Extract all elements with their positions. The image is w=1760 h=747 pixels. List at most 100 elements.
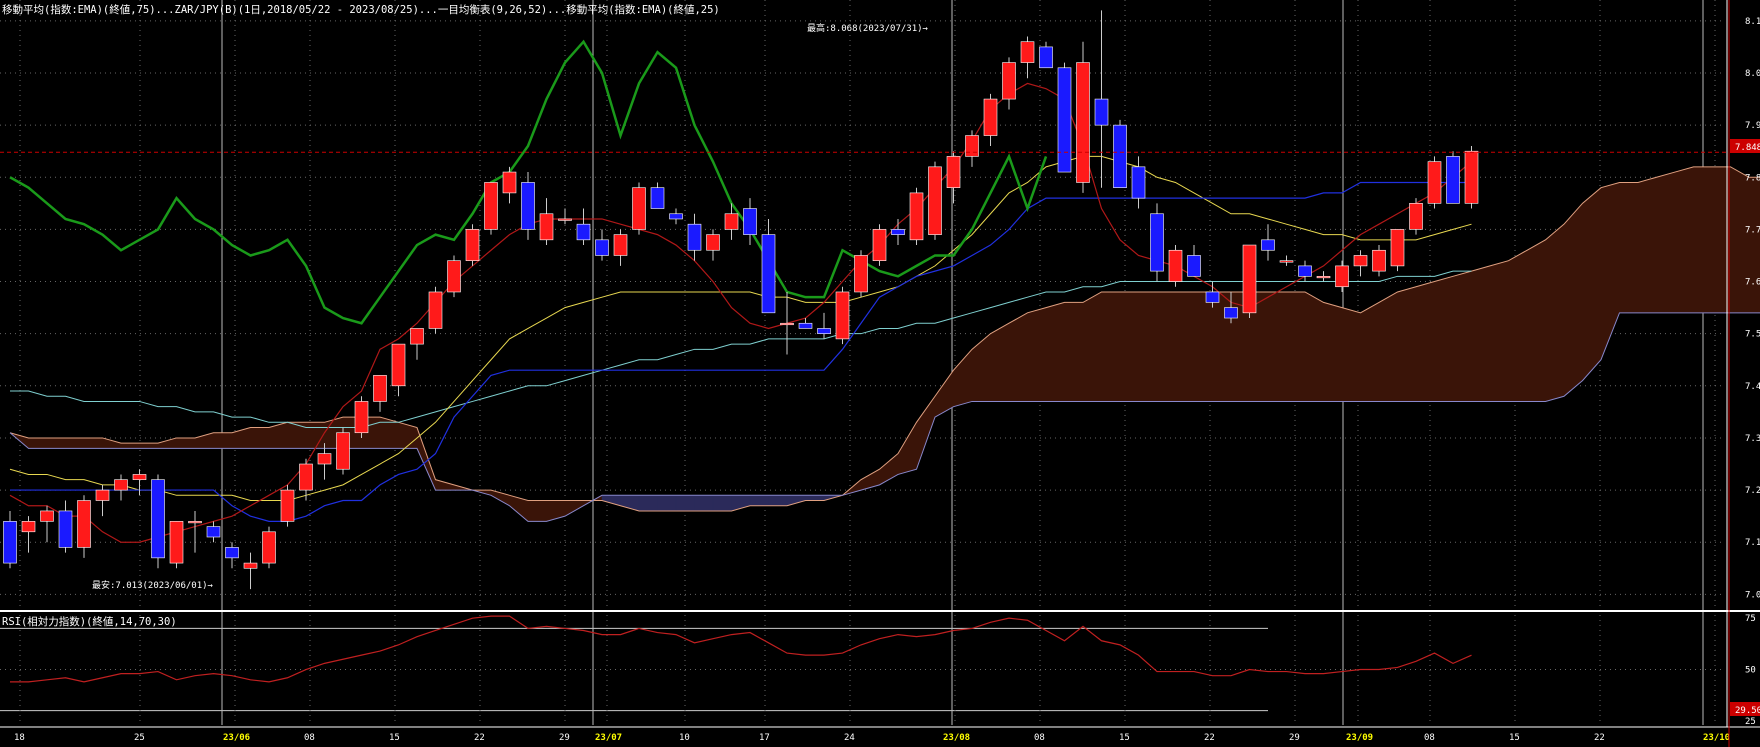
- candle-body: [502, 171, 517, 194]
- cloud-segment: [990, 322, 1010, 402]
- cloud-segment: [934, 369, 954, 418]
- y-tick-label: 8.0: [1745, 69, 1760, 79]
- cloud-segment: [1452, 270, 1472, 402]
- x-tick-label: 23/08: [943, 733, 970, 743]
- x-tick-label: 22: [1594, 733, 1605, 743]
- cloud-segment: [860, 468, 880, 491]
- chart-header: 移動平均(指数:EMA)(終値,75)...ZAR/JPY(B)(1日,2018…: [2, 3, 720, 16]
- cloud-segment: [305, 422, 325, 449]
- candle-body: [225, 547, 239, 559]
- current-price-tag: [1730, 139, 1760, 153]
- candle-body: [280, 489, 295, 522]
- candle-body: [206, 526, 221, 538]
- candle-body: [1131, 166, 1146, 199]
- candle-body: [428, 291, 443, 329]
- candle-body: [1150, 213, 1164, 272]
- x-tick-label: 08: [1034, 733, 1045, 743]
- candle-body: [40, 510, 54, 522]
- candle-body: [132, 474, 147, 480]
- candle-body: [558, 218, 572, 221]
- y-tick-label: 7.4: [1745, 382, 1760, 392]
- candle-body: [1464, 150, 1479, 204]
- candle-body: [188, 521, 202, 524]
- x-tick-label: 22: [1204, 733, 1215, 743]
- senkou-span-b-line: [9, 312, 1760, 522]
- candle-body: [1261, 239, 1275, 251]
- cloud-segment: [1748, 177, 1760, 314]
- y-tick-label: 7.8: [1745, 173, 1760, 183]
- cloud-segment: [1156, 291, 1176, 402]
- chikou-span-line: [9, 39, 1048, 325]
- candle-body: [21, 521, 36, 533]
- candle-body: [1039, 46, 1053, 69]
- cloud-segment: [1674, 166, 1694, 314]
- candle-body: [1372, 249, 1386, 272]
- y-tick-label: 7.7: [1745, 225, 1760, 235]
- cloud-segment: [638, 495, 658, 512]
- candle-body: [946, 156, 961, 188]
- rsi-current-value: 29.50: [1735, 706, 1760, 716]
- y-tick-label: 7.2: [1745, 486, 1760, 496]
- cloud-segment: [1489, 260, 1509, 402]
- cloud-segment: [916, 395, 936, 470]
- cloud-segment: [1582, 187, 1602, 382]
- cloud-segment: [1730, 166, 1750, 314]
- candle-body: [1002, 62, 1016, 100]
- ichimoku-cloud: [9, 166, 1760, 522]
- cloud-segment: [139, 442, 159, 449]
- cloud-segment: [786, 495, 806, 507]
- candle-body: [373, 375, 387, 402]
- candle-body: [1242, 244, 1257, 314]
- x-tick-label: 10: [679, 733, 690, 743]
- cloud-segment: [250, 427, 270, 449]
- candle-body: [95, 489, 110, 501]
- candle-body: [1076, 62, 1090, 183]
- candle-body: [909, 192, 924, 241]
- x-tick-label: 15: [389, 733, 400, 743]
- high-annotation: 最高:8.068(2023/07/31)→: [807, 22, 929, 34]
- candle-body: [632, 187, 646, 230]
- candle-body: [1353, 255, 1368, 267]
- candle-body: [1224, 307, 1238, 319]
- cloud-segment: [564, 500, 584, 517]
- candle-body: [169, 521, 184, 564]
- candle-body: [872, 229, 887, 261]
- candle-body: [1094, 98, 1109, 126]
- rsi-panel: [10, 615, 1472, 683]
- x-tick-label: 23/06: [223, 733, 250, 743]
- cloud-segment: [287, 422, 307, 449]
- cloud-segment: [176, 437, 196, 449]
- cloud-segment: [1471, 265, 1491, 402]
- x-tick-label: 08: [304, 733, 315, 743]
- candle-body: [1187, 255, 1201, 277]
- candle-body: [724, 213, 739, 230]
- cloud-segment: [65, 437, 85, 449]
- y-tick-label: 7.5: [1745, 330, 1760, 340]
- rsi-line: [10, 615, 1472, 683]
- candle-body: [1113, 124, 1127, 188]
- candle-body: [58, 510, 73, 548]
- candle-body: [410, 328, 424, 345]
- cloud-segment: [1563, 202, 1583, 397]
- candle-body: [354, 401, 369, 434]
- low-annotation: 最安:7.013(2023/06/01)→: [92, 579, 214, 591]
- cloud-segment: [768, 495, 788, 506]
- cloud-segment: [953, 348, 973, 407]
- cloud-segment: [1323, 302, 1343, 402]
- candle-body: [1316, 276, 1331, 279]
- candlestick-series: [3, 10, 1479, 590]
- y-tick-label: 7.6: [1745, 278, 1760, 288]
- y-tick-label: 7.9: [1745, 121, 1760, 131]
- cloud-segment: [657, 495, 677, 512]
- cloud-segment: [416, 427, 436, 491]
- cloud-segment: [157, 437, 177, 449]
- cloud-segment: [1360, 301, 1380, 402]
- y-tick-label: 7.1: [1745, 538, 1760, 548]
- candle-body: [1279, 260, 1294, 263]
- cloud-segment: [546, 500, 566, 522]
- cloud-segment: [1619, 182, 1639, 314]
- cloud-segment: [1082, 291, 1102, 402]
- candle-body: [928, 166, 942, 235]
- cloud-segment: [102, 437, 122, 449]
